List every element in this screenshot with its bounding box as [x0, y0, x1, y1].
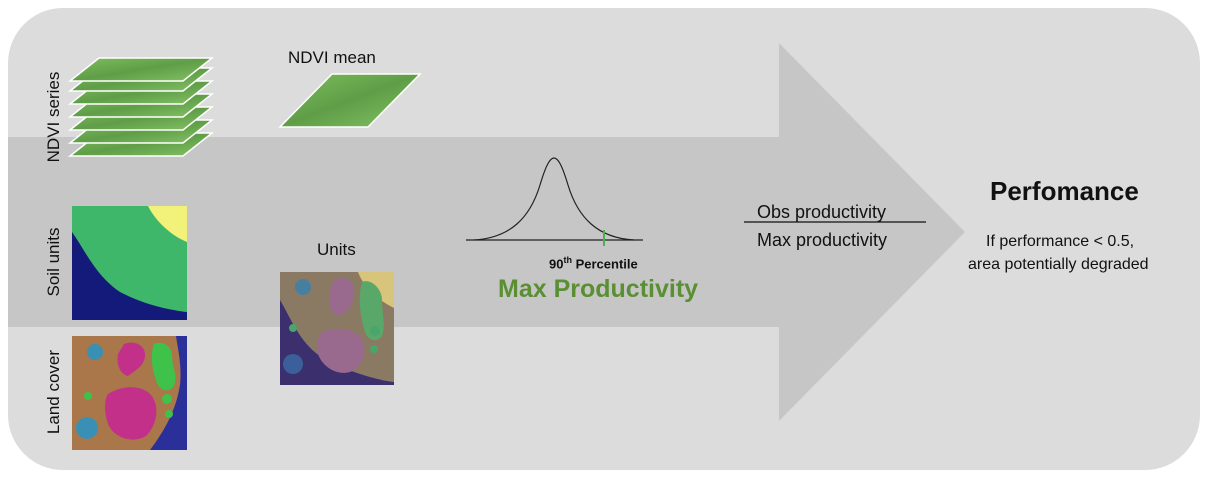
percentile-label: 90th Percentile	[549, 255, 638, 271]
ratio-numerator: Obs productivity	[757, 202, 887, 222]
units-label: Units	[317, 240, 356, 259]
land-cover-label: Land cover	[44, 349, 63, 435]
ndvi-layer-icon	[278, 73, 422, 128]
percentile-number: 90	[549, 256, 564, 272]
ndvi-series-label: NDVI series	[44, 71, 63, 163]
max-productivity-label: Max Productivity	[498, 275, 699, 303]
performance-note-line2: area potentially degraded	[968, 256, 1149, 273]
ndvi-mean-label: NDVI mean	[288, 48, 376, 67]
performance-title: Perfomance	[990, 176, 1139, 206]
flow-arrow	[8, 43, 965, 421]
performance-note-line1: If performance < 0.5,	[986, 233, 1135, 250]
soil-units-label: Soil units	[44, 227, 63, 297]
ratio-denominator: Max productivity	[757, 230, 888, 250]
units-overlay-map-icon	[280, 272, 394, 385]
percentile-suffix: th	[563, 255, 572, 265]
soil-map-icon	[72, 206, 187, 320]
land-cover-map-icon	[72, 336, 187, 450]
ndvi-series-stack	[67, 57, 215, 157]
percentile-text: Percentile	[571, 256, 638, 272]
bell-curve-icon	[466, 157, 643, 246]
